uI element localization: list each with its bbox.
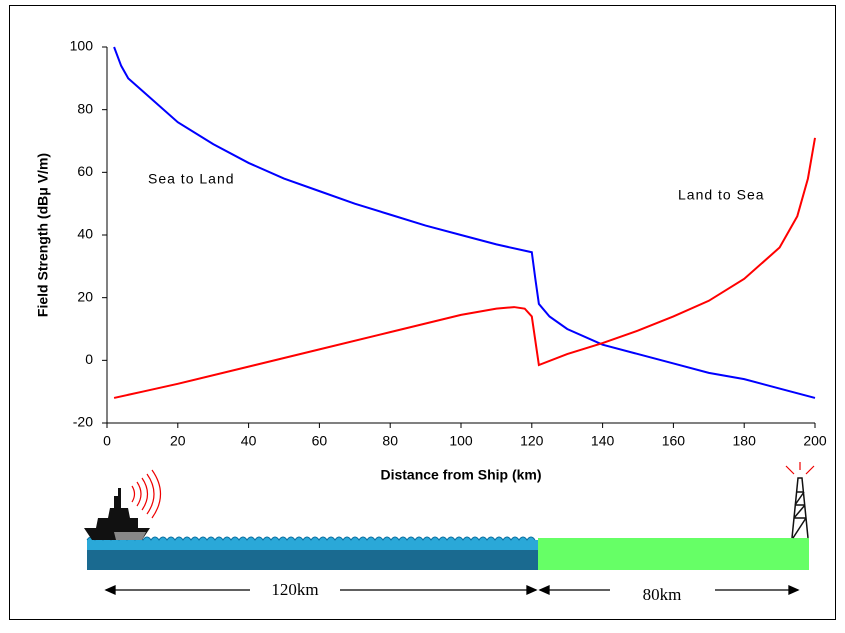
tower — [791, 477, 809, 539]
y-tick-label: -20 — [73, 414, 93, 430]
y-axis-label: Field Strength (dBμ V/m) — [35, 153, 51, 317]
y-tick-label: 100 — [70, 38, 94, 54]
annotation: Sea to Land — [148, 171, 235, 187]
x-tick-label: 100 — [449, 433, 473, 449]
distance-arrows — [104, 584, 800, 596]
series-line — [113, 137, 816, 399]
ship — [84, 488, 150, 540]
x-axis-label: Distance from Ship (km) — [380, 467, 541, 483]
x-tick-label: 0 — [103, 433, 111, 449]
sea-distance: 120km — [271, 580, 318, 599]
x-tick-label: 120 — [520, 433, 544, 449]
annotation: Land to Sea — [678, 187, 765, 203]
y-tick-label: 80 — [77, 100, 93, 116]
x-tick-label: 40 — [241, 433, 257, 449]
y-tick-label: 0 — [85, 351, 93, 367]
y-tick-label: 40 — [77, 226, 93, 242]
x-tick-label: 200 — [803, 433, 827, 449]
frame — [9, 5, 836, 620]
ship-hull — [114, 532, 146, 540]
y-tick-label: 60 — [77, 163, 93, 179]
x-tick-label: 180 — [733, 433, 757, 449]
ship-signal — [131, 469, 162, 519]
series-line — [113, 46, 816, 399]
x-tick-label: 140 — [591, 433, 615, 449]
land-distance: 80km — [643, 585, 682, 604]
x-tick-label: 80 — [382, 433, 398, 449]
x-tick-label: 160 — [662, 433, 686, 449]
x-tick-label: 60 — [312, 433, 328, 449]
tower-signal — [785, 462, 815, 475]
illustration: 120km 80km — [84, 462, 815, 604]
y-tick-label: 20 — [77, 288, 93, 304]
sea-surface — [87, 540, 538, 550]
x-tick-label: 20 — [170, 433, 186, 449]
land — [538, 538, 809, 570]
